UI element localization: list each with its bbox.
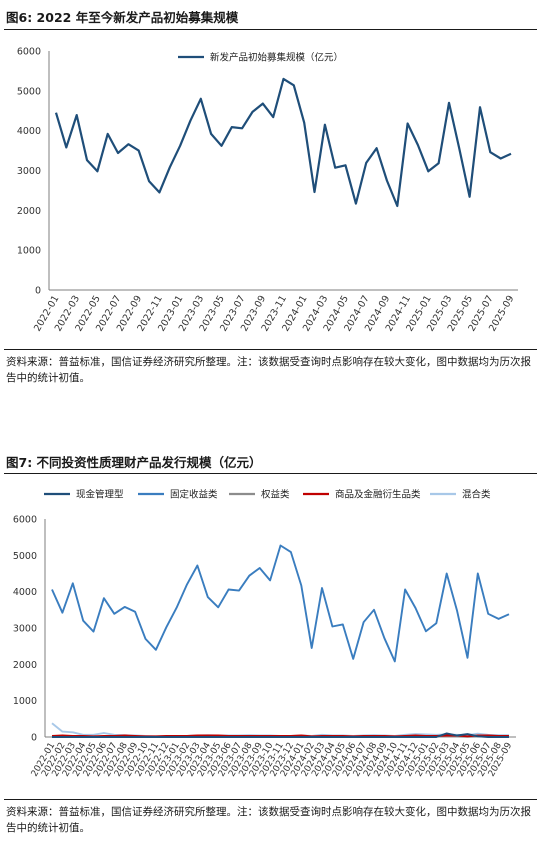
y-tick-label: 5000 — [13, 551, 37, 562]
chart-1: 01000200030004000500060002022-012022-032… — [17, 47, 518, 334]
figure-1-top-rule — [4, 29, 537, 30]
legend-label-5: 混合类 — [462, 489, 491, 501]
series-line-1 — [54, 77, 512, 208]
figure-2-top-rule — [4, 473, 537, 474]
y-tick-label: 3000 — [13, 624, 37, 635]
y-tick-label: 1000 — [13, 696, 37, 707]
y-tick-label: 3000 — [17, 166, 41, 177]
legend-label-1: 新发产品初始募集规模（亿元） — [210, 52, 343, 64]
y-tick-label: 2000 — [13, 660, 37, 671]
chart-2: 01000200030004000500060002022-012022-022… — [13, 489, 516, 779]
legend-label-2: 固定收益类 — [170, 489, 218, 501]
y-tick-label: 0 — [31, 733, 37, 744]
series-line-2 — [51, 544, 510, 663]
legend-label-3: 权益类 — [261, 489, 290, 501]
y-tick-label: 4000 — [17, 126, 41, 137]
figure-1-title: 图6: 2022 年至今新发产品初始募集规模 — [6, 10, 239, 25]
legend-label-4: 商品及金融衍生品类 — [335, 489, 421, 501]
series-line-4 — [51, 734, 509, 738]
y-tick-label: 2000 — [17, 206, 41, 217]
y-tick-label: 1000 — [17, 246, 41, 257]
figure-2-title: 图7: 不同投资性质理财产品发行规模（亿元） — [6, 455, 262, 470]
figure-1-source-note: 资料来源：普益标准，国信证券经济研究所整理。注：该数据受查询时点影响存在较大变化… — [6, 356, 531, 384]
figure-2-source-note: 资料来源：普益标准，国信证券经济研究所整理。注：该数据受查询时点影响存在较大变化… — [6, 806, 531, 834]
y-tick-label: 4000 — [13, 587, 37, 598]
figure-2-bottom-rule — [4, 799, 537, 800]
y-tick-label: 5000 — [17, 86, 41, 97]
legend-label-1: 现金管理型 — [76, 489, 124, 501]
y-tick-label: 6000 — [13, 515, 37, 526]
series-line-1 — [52, 732, 509, 738]
series-line-5 — [51, 722, 509, 738]
figure-1-bottom-rule — [4, 349, 537, 350]
y-tick-label: 0 — [35, 286, 41, 297]
y-tick-label: 6000 — [17, 47, 41, 58]
